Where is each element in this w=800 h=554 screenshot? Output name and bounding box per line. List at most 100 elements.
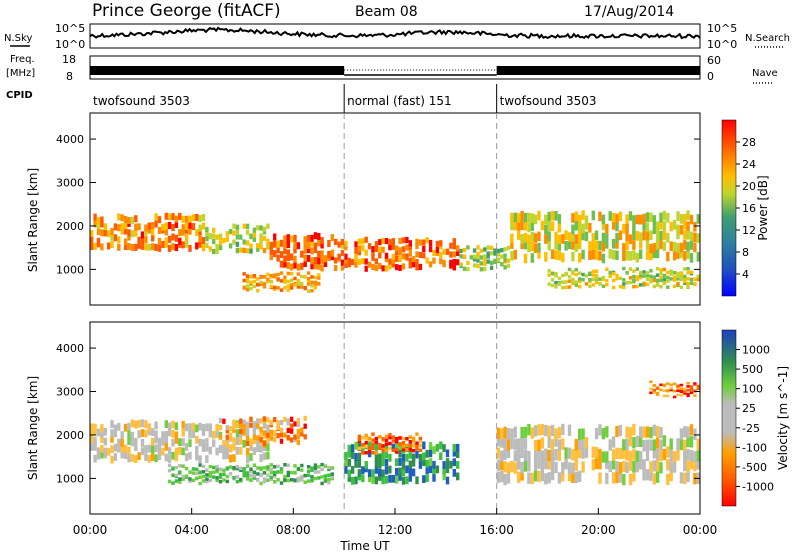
- heatmap-cell: [286, 473, 290, 478]
- heatmap-cell: [232, 454, 236, 462]
- heatmap-cell: [425, 257, 429, 264]
- heatmap-cell: [686, 277, 690, 281]
- heatmap-cell: [262, 477, 267, 481]
- heatmap-cell: [483, 266, 487, 272]
- heatmap-cell: [622, 282, 626, 286]
- heatmap-cell: [222, 237, 226, 244]
- heatmap-cell: [123, 227, 128, 235]
- heatmap-cell: [378, 246, 382, 253]
- heatmap-cell: [283, 241, 287, 249]
- heatmap-cell: [239, 438, 243, 444]
- heatmap-cell: [266, 473, 270, 478]
- heatmap-cell: [374, 460, 379, 469]
- heatmap-cell: [174, 215, 179, 223]
- heatmap-cell: [327, 480, 331, 485]
- heatmap-cell: [347, 458, 351, 467]
- heatmap-cell: [167, 479, 172, 484]
- heatmap-cell: [239, 247, 243, 253]
- heatmap-cell: [652, 384, 656, 387]
- heatmap-cell: [195, 476, 199, 480]
- y-tick-label: 3000: [56, 386, 84, 399]
- heatmap-cell: [618, 211, 623, 222]
- heatmap-cell: [594, 240, 599, 251]
- heatmap-cell: [374, 436, 379, 441]
- heatmap-cell: [500, 262, 504, 267]
- heatmap-cell: [310, 284, 314, 288]
- heatmap-cell: [347, 469, 351, 478]
- power-colorbar: [721, 119, 737, 297]
- heatmap-cell: [384, 475, 389, 484]
- heatmap-cell: [486, 259, 490, 264]
- heatmap-cell: [171, 233, 175, 241]
- heatmap-cell: [317, 476, 321, 480]
- heatmap-cell: [533, 439, 538, 452]
- station-title: Prince George (fitACF): [92, 1, 281, 21]
- heatmap-cell: [212, 439, 216, 448]
- heatmap-cell: [574, 211, 578, 222]
- heatmap-cell: [201, 479, 206, 483]
- heatmap-cell: [625, 240, 629, 251]
- heatmap-cell: [679, 242, 684, 253]
- heatmap-cell: [381, 448, 385, 453]
- heatmap-cell: [310, 275, 314, 279]
- heatmap-cell: [544, 252, 548, 262]
- heatmap-cell: [506, 258, 511, 263]
- heatmap-cell: [401, 461, 406, 470]
- heatmap-cell: [672, 451, 677, 463]
- heatmap-cell: [669, 438, 673, 450]
- heatmap-cell: [174, 234, 179, 242]
- heatmap-cell: [323, 474, 328, 478]
- heatmap-cell: [378, 435, 382, 439]
- heatmap-cell: [639, 458, 643, 470]
- heatmap-cell: [428, 458, 433, 466]
- heatmap-cell: [225, 451, 229, 459]
- heatmap-cell: [232, 239, 236, 245]
- heatmap-cell: [500, 428, 504, 440]
- heatmap-cell: [273, 470, 277, 475]
- heatmap-cell: [276, 470, 280, 474]
- heatmap-cell: [384, 252, 389, 259]
- heatmap-cell: [354, 476, 358, 485]
- heatmap-cell: [164, 442, 168, 451]
- heatmap-cell: [574, 439, 578, 451]
- heatmap-cell: [391, 439, 395, 443]
- heatmap-cell: [645, 449, 650, 462]
- heatmap-cell: [205, 473, 209, 477]
- heatmap-cell: [374, 245, 379, 252]
- heatmap-cell: [418, 444, 423, 448]
- heatmap-cell: [574, 283, 578, 287]
- heatmap-cell: [537, 470, 541, 482]
- heatmap-cell: [683, 449, 687, 461]
- date-title: 17/Aug/2014: [584, 4, 674, 20]
- heatmap-cell: [279, 288, 284, 292]
- heatmap-cell: [195, 242, 199, 250]
- heatmap-cell: [293, 234, 297, 242]
- heatmap-cell: [222, 468, 226, 473]
- heatmap-cell: [581, 461, 585, 473]
- heatmap-cell: [283, 247, 287, 255]
- heatmap-cell: [273, 273, 277, 277]
- heatmap-cell: [164, 453, 168, 462]
- heatmap-cell: [659, 271, 663, 275]
- heatmap-cell: [188, 423, 192, 432]
- heatmap-cell: [330, 472, 334, 476]
- heatmap-cell: [415, 238, 419, 245]
- heatmap-cell: [395, 467, 399, 476]
- heatmap-cell: [676, 438, 680, 450]
- heatmap-cell: [500, 254, 504, 259]
- heatmap-cell: [530, 472, 534, 485]
- heatmap-cell: [164, 435, 168, 444]
- heatmap-cell: [201, 470, 206, 474]
- heatmap-cell: [157, 227, 162, 234]
- heatmap-cell: [286, 418, 290, 424]
- heatmap-cell: [198, 463, 202, 467]
- heatmap-cell: [195, 467, 199, 472]
- heatmap-cell: [273, 480, 277, 484]
- heatmap-cell: [605, 239, 609, 249]
- heatmap-cell: [540, 220, 545, 231]
- heatmap-cell: [90, 235, 94, 243]
- heatmap-cell: [571, 270, 575, 274]
- heatmap-cell: [489, 265, 494, 270]
- heatmap-cell: [327, 473, 331, 477]
- heatmap-cell: [273, 285, 277, 290]
